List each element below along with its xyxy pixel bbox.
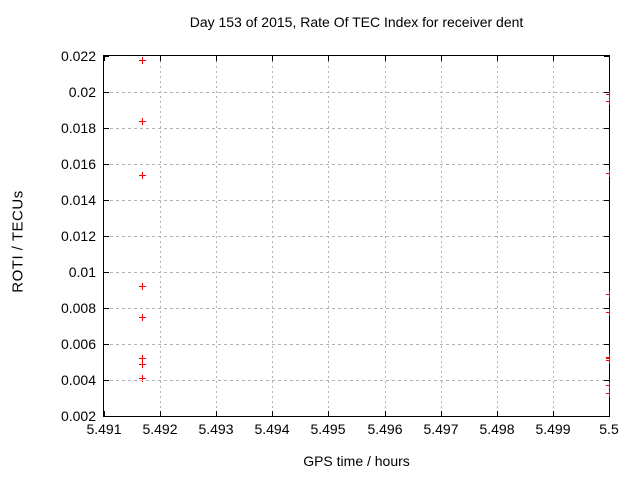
- y-tick: [104, 416, 109, 417]
- y-tick-label: 0.02: [68, 84, 96, 100]
- y-tick: [604, 164, 609, 165]
- data-point: [606, 170, 610, 177]
- y-tick: [104, 164, 109, 165]
- y-tick: [604, 92, 609, 93]
- x-tick: [609, 56, 610, 61]
- y-tick-label: 0.004: [60, 372, 96, 388]
- y-tick-label: 0.01: [68, 264, 96, 280]
- x-tick: [609, 411, 610, 416]
- grid-line-y: [104, 380, 609, 381]
- x-tick: [497, 56, 498, 61]
- x-tick-label: 5.494: [254, 421, 290, 437]
- y-tick: [604, 380, 609, 381]
- x-tick: [328, 56, 329, 61]
- grid-line-y: [104, 308, 609, 309]
- y-tick-label: 0.012: [60, 228, 96, 244]
- x-tick: [160, 411, 161, 416]
- x-tick-label: 5.498: [479, 421, 515, 437]
- y-tick: [604, 128, 609, 129]
- y-tick: [604, 416, 609, 417]
- y-tick: [104, 128, 109, 129]
- x-tick-label: 5.491: [86, 421, 122, 437]
- data-point: [606, 309, 610, 316]
- data-point: [606, 357, 610, 364]
- x-tick: [441, 411, 442, 416]
- x-tick: [104, 411, 105, 416]
- x-tick: [553, 411, 554, 416]
- y-tick: [604, 56, 609, 57]
- x-tick-label: 5.5: [599, 421, 619, 437]
- x-tick: [441, 56, 442, 61]
- y-tick-label: 0.008: [60, 300, 96, 316]
- y-tick: [104, 56, 109, 57]
- data-point: [606, 98, 610, 105]
- x-tick-label: 5.495: [310, 421, 346, 437]
- y-tick: [604, 200, 609, 201]
- data-point: [606, 291, 610, 298]
- data-point: [139, 118, 146, 125]
- x-tick: [272, 411, 273, 416]
- x-tick-label: 5.496: [367, 421, 403, 437]
- y-tick: [604, 236, 609, 237]
- plot-area: [103, 55, 610, 417]
- data-point: [139, 172, 146, 179]
- y-tick-label: 0.022: [60, 48, 96, 64]
- x-tick: [497, 411, 498, 416]
- x-tick: [328, 411, 329, 416]
- y-tick: [104, 92, 109, 93]
- grid-line-y: [104, 164, 609, 165]
- x-tick: [385, 411, 386, 416]
- y-tick: [604, 308, 609, 309]
- data-point: [139, 283, 146, 290]
- y-tick-label: 0.016: [60, 156, 96, 172]
- y-tick: [604, 344, 609, 345]
- y-tick-label: 0.002: [60, 408, 96, 424]
- y-tick: [104, 272, 109, 273]
- x-tick: [553, 56, 554, 61]
- grid-line-y: [104, 344, 609, 345]
- data-point: [139, 361, 146, 368]
- x-tick: [160, 56, 161, 61]
- y-tick: [104, 236, 109, 237]
- x-tick: [104, 56, 105, 61]
- y-tick-label: 0.014: [60, 192, 96, 208]
- x-tick: [216, 411, 217, 416]
- y-tick: [104, 308, 109, 309]
- grid-line-y: [104, 236, 609, 237]
- x-tick-label: 5.492: [142, 421, 178, 437]
- y-tick: [104, 380, 109, 381]
- x-tick-label: 5.499: [535, 421, 571, 437]
- plot-clip: [104, 56, 610, 417]
- data-point: [139, 57, 146, 64]
- y-tick: [104, 200, 109, 201]
- y-tick: [604, 272, 609, 273]
- x-axis-label: GPS time / hours: [303, 453, 410, 469]
- data-point: [606, 390, 610, 397]
- grid-line-y: [104, 128, 609, 129]
- chart-title: Day 153 of 2015, Rate Of TEC Index for r…: [189, 14, 524, 30]
- x-tick-label: 5.497: [423, 421, 459, 437]
- y-tick: [104, 344, 109, 345]
- x-tick: [385, 56, 386, 61]
- data-point: [139, 355, 146, 362]
- data-point: [139, 375, 146, 382]
- data-point: [606, 91, 610, 98]
- grid-line-y: [104, 272, 609, 273]
- y-tick-label: 0.018: [60, 120, 96, 136]
- x-tick: [272, 56, 273, 61]
- y-tick-label: 0.006: [60, 336, 96, 352]
- data-point: [606, 382, 610, 389]
- x-tick: [216, 56, 217, 61]
- data-point: [139, 314, 146, 321]
- grid-line-y: [104, 92, 609, 93]
- grid-line-y: [104, 200, 609, 201]
- x-tick-label: 5.493: [198, 421, 234, 437]
